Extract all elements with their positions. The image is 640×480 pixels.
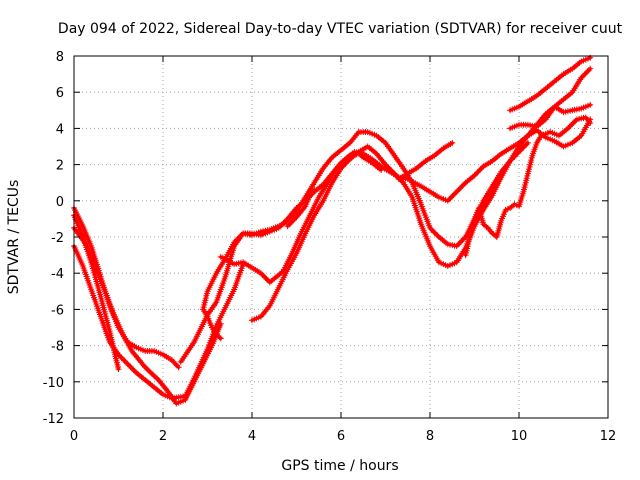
series-arc-14: [507, 54, 594, 114]
y-tick-label: 0: [56, 195, 64, 210]
y-tick-label: 2: [56, 159, 64, 174]
series-markers: [284, 186, 318, 230]
x-tick-label: 10: [511, 429, 528, 444]
y-tick-label: -6: [51, 303, 64, 318]
data-series: [71, 54, 594, 407]
y-tick-label: 8: [56, 50, 64, 65]
series-arc-13: [507, 65, 594, 132]
x-tick-label: 2: [159, 429, 167, 444]
series-arc-12: [471, 181, 500, 222]
x-axis-label: GPS time / hours: [281, 458, 398, 474]
series-markers: [217, 116, 594, 286]
x-tick-label: 12: [600, 429, 617, 444]
series-markers: [471, 181, 500, 222]
y-axis-label: SDTVAR / TECUs: [6, 180, 22, 295]
series-arc-4: [71, 212, 122, 373]
y-tick-label: -10: [43, 376, 64, 391]
series-arc-10: [395, 139, 456, 183]
grid-lines: [74, 56, 608, 418]
y-tick-label: 4: [56, 122, 64, 137]
series-arc-11: [462, 114, 594, 259]
series-arc-8: [200, 150, 385, 342]
y-tick-label: -12: [43, 412, 64, 427]
x-tick-label: 8: [426, 429, 434, 444]
chart-title: Day 094 of 2022, Sidereal Day-to-day VTE…: [58, 21, 623, 37]
y-tick-label: 6: [56, 86, 64, 101]
series-arc-9: [284, 186, 318, 230]
series-markers: [200, 150, 385, 342]
y-tick-label: -4: [51, 267, 64, 282]
series-markers: [462, 114, 594, 259]
axis-ticks: 0 2 4 6 8 10 12 -12 -10 -8 -6 -4 -2 0 2 4 6 8: [43, 50, 617, 444]
y-tick-label: -8: [51, 340, 64, 355]
series-markers: [507, 54, 594, 114]
series-arc-3: [71, 224, 224, 407]
x-tick-label: 4: [248, 429, 256, 444]
x-tick-label: 0: [70, 429, 78, 444]
series-markers: [507, 65, 594, 132]
series-markers: [395, 139, 456, 183]
x-tick-label: 6: [337, 429, 345, 444]
y-tick-label: -2: [51, 231, 64, 246]
